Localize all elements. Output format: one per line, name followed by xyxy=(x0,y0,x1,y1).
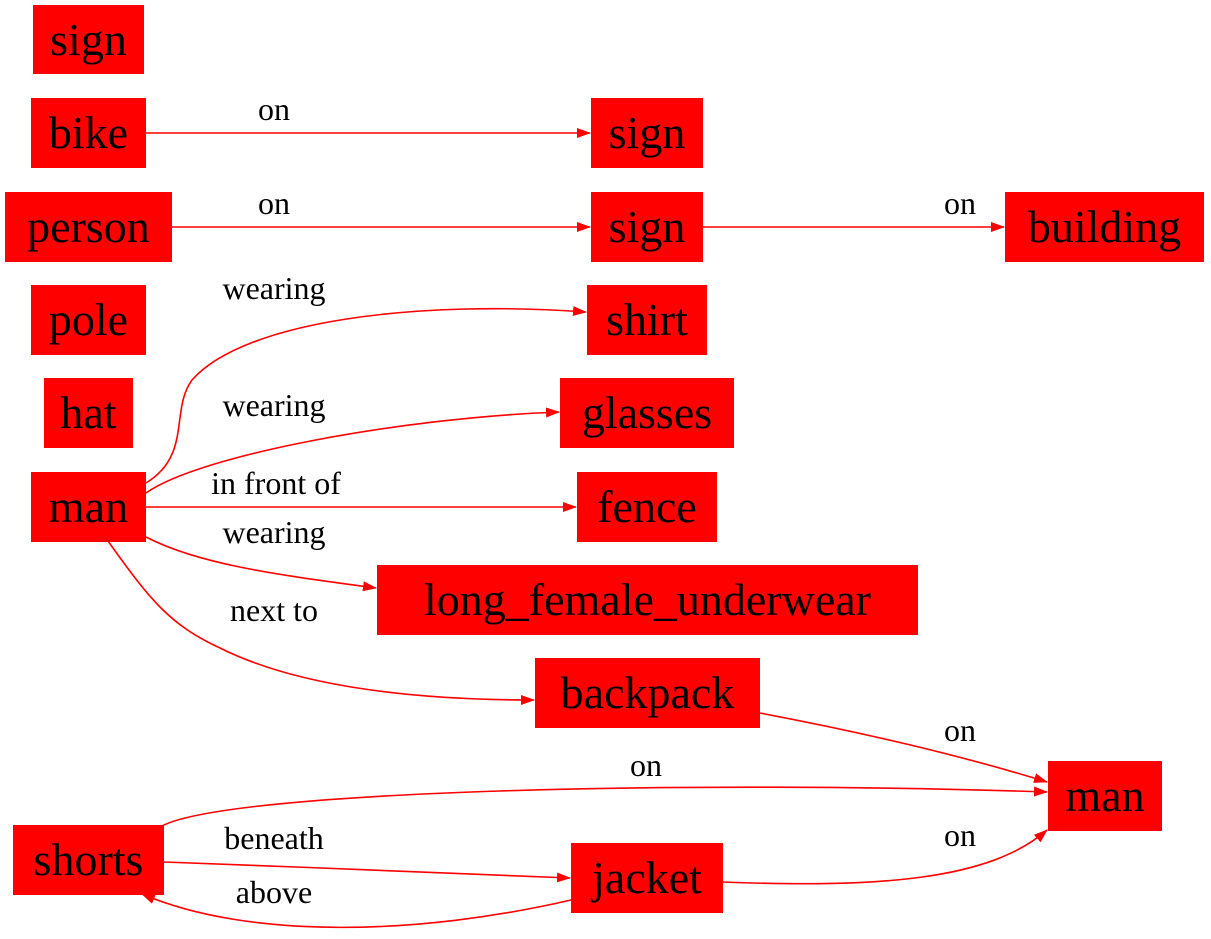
node-glasses: glasses xyxy=(560,378,734,448)
node-backpack: backpack xyxy=(535,658,760,728)
node-box xyxy=(1005,192,1204,262)
edge-label: wearing xyxy=(222,270,325,306)
edge-man-infrontof-fence: in front of xyxy=(146,465,577,512)
edge-line xyxy=(107,540,535,705)
edge-man-wearing-shirt: wearing xyxy=(145,270,587,484)
node-box xyxy=(587,285,707,355)
edge-label: on xyxy=(944,712,976,748)
node-box xyxy=(560,378,734,448)
node-box xyxy=(33,5,144,74)
node-box xyxy=(577,472,717,542)
node-label: glasses xyxy=(582,387,712,438)
edge-label: on xyxy=(258,185,290,221)
edge-man-nextto-backpack: next to xyxy=(107,540,535,705)
edge-label: on xyxy=(630,747,662,783)
node-label: man xyxy=(1065,770,1144,821)
edge-line xyxy=(721,829,1048,885)
edge-label: next to xyxy=(230,592,318,628)
node-jacket: jacket xyxy=(571,843,723,913)
node-label: sign xyxy=(609,107,686,158)
edge-label: on xyxy=(258,91,290,127)
node-label: sign xyxy=(50,14,127,65)
edge-line xyxy=(163,861,571,883)
node-box xyxy=(31,472,146,542)
edge-line xyxy=(141,893,572,929)
node-box xyxy=(13,825,164,895)
node-label: sign xyxy=(609,201,686,252)
edge-sign-on-building: on xyxy=(703,185,1005,232)
edge-jacket-above-shorts: above xyxy=(141,874,572,929)
edge-label: wearing xyxy=(222,387,325,423)
edge-line xyxy=(759,712,1048,783)
node-label: fence xyxy=(597,481,697,532)
node-box xyxy=(571,843,723,913)
node-man: man xyxy=(1048,761,1162,831)
node-label: shorts xyxy=(34,834,144,885)
node-box xyxy=(377,565,918,635)
node-label: shirt xyxy=(606,294,688,345)
edge-man-wearing-underwear: wearing xyxy=(145,514,377,592)
node-box xyxy=(31,98,146,168)
edge-shorts-beneath-jacket: beneath xyxy=(163,820,571,883)
edge-backpack-on-man: on xyxy=(759,712,1048,783)
edge-label: in front of xyxy=(211,465,341,501)
edge-label: on xyxy=(944,185,976,221)
edge-label: on xyxy=(944,817,976,853)
edge-line xyxy=(145,306,587,484)
edge-line xyxy=(161,786,1048,827)
nodes: sign bike sign person sign building pole xyxy=(5,5,1204,913)
node-long-female-underwear: long_female_underwear xyxy=(377,565,918,635)
node-label: man xyxy=(49,481,128,532)
node-pole: pole xyxy=(31,285,146,355)
edge-line xyxy=(145,536,377,592)
edge-label: above xyxy=(236,874,312,910)
node-shorts: shorts xyxy=(13,825,164,895)
node-box xyxy=(31,285,146,355)
edge-label: wearing xyxy=(222,514,325,550)
node-man: man xyxy=(31,472,146,542)
node-label: bike xyxy=(49,107,128,158)
node-label: jacket xyxy=(590,852,702,903)
node-label: long_female_underwear xyxy=(424,574,871,625)
edge-shorts-on-man: on xyxy=(161,747,1048,827)
edge-label: beneath xyxy=(224,820,324,856)
node-hat: hat xyxy=(44,378,133,448)
node-person: person xyxy=(5,192,172,262)
edge-person-on-sign: on xyxy=(172,185,591,232)
edges: on on on wearing wearing in front of wea… xyxy=(107,91,1048,929)
node-bike: bike xyxy=(31,98,146,168)
node-box xyxy=(1048,761,1162,831)
node-label: person xyxy=(27,201,150,252)
node-building: building xyxy=(1005,192,1204,262)
node-fence: fence xyxy=(577,472,717,542)
node-box xyxy=(5,192,172,262)
edge-jacket-on-man: on xyxy=(721,817,1048,885)
node-box xyxy=(535,658,760,728)
node-label: pole xyxy=(49,294,128,345)
node-label: hat xyxy=(60,387,116,438)
edge-line xyxy=(145,407,560,494)
node-sign: sign xyxy=(591,192,703,262)
node-label: backpack xyxy=(561,667,735,718)
node-box xyxy=(44,378,133,448)
edge-bike-on-sign: on xyxy=(146,91,591,138)
node-sign: sign xyxy=(33,5,144,74)
node-shirt: shirt xyxy=(587,285,707,355)
node-sign: sign xyxy=(591,98,703,168)
node-label: building xyxy=(1028,201,1181,252)
node-box xyxy=(591,192,703,262)
edge-man-wearing-glasses: wearing xyxy=(145,387,560,494)
node-box xyxy=(591,98,703,168)
